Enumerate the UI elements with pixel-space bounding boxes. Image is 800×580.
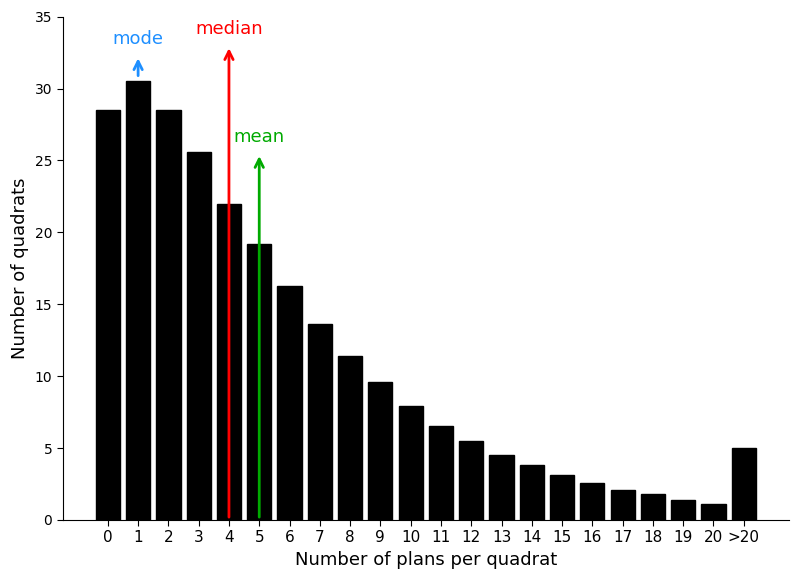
Text: mean: mean: [234, 128, 285, 146]
Bar: [398, 407, 422, 520]
Bar: [610, 490, 634, 520]
Bar: [96, 110, 120, 520]
Bar: [490, 455, 514, 520]
Bar: [550, 476, 574, 520]
Bar: [671, 500, 695, 520]
Bar: [732, 448, 756, 520]
Bar: [156, 110, 181, 520]
Bar: [368, 382, 393, 520]
Bar: [702, 504, 726, 520]
Bar: [338, 356, 362, 520]
Bar: [308, 324, 332, 520]
Bar: [580, 483, 605, 520]
Bar: [247, 244, 271, 520]
Bar: [186, 152, 210, 520]
Bar: [459, 441, 483, 520]
Y-axis label: Number of quadrats: Number of quadrats: [11, 177, 29, 359]
Bar: [278, 285, 302, 520]
Bar: [126, 81, 150, 520]
Text: median: median: [195, 20, 262, 38]
X-axis label: Number of plans per quadrat: Number of plans per quadrat: [294, 551, 557, 569]
Bar: [217, 204, 241, 520]
Bar: [641, 494, 665, 520]
Text: mode: mode: [113, 30, 164, 48]
Bar: [520, 465, 544, 520]
Bar: [429, 426, 453, 520]
